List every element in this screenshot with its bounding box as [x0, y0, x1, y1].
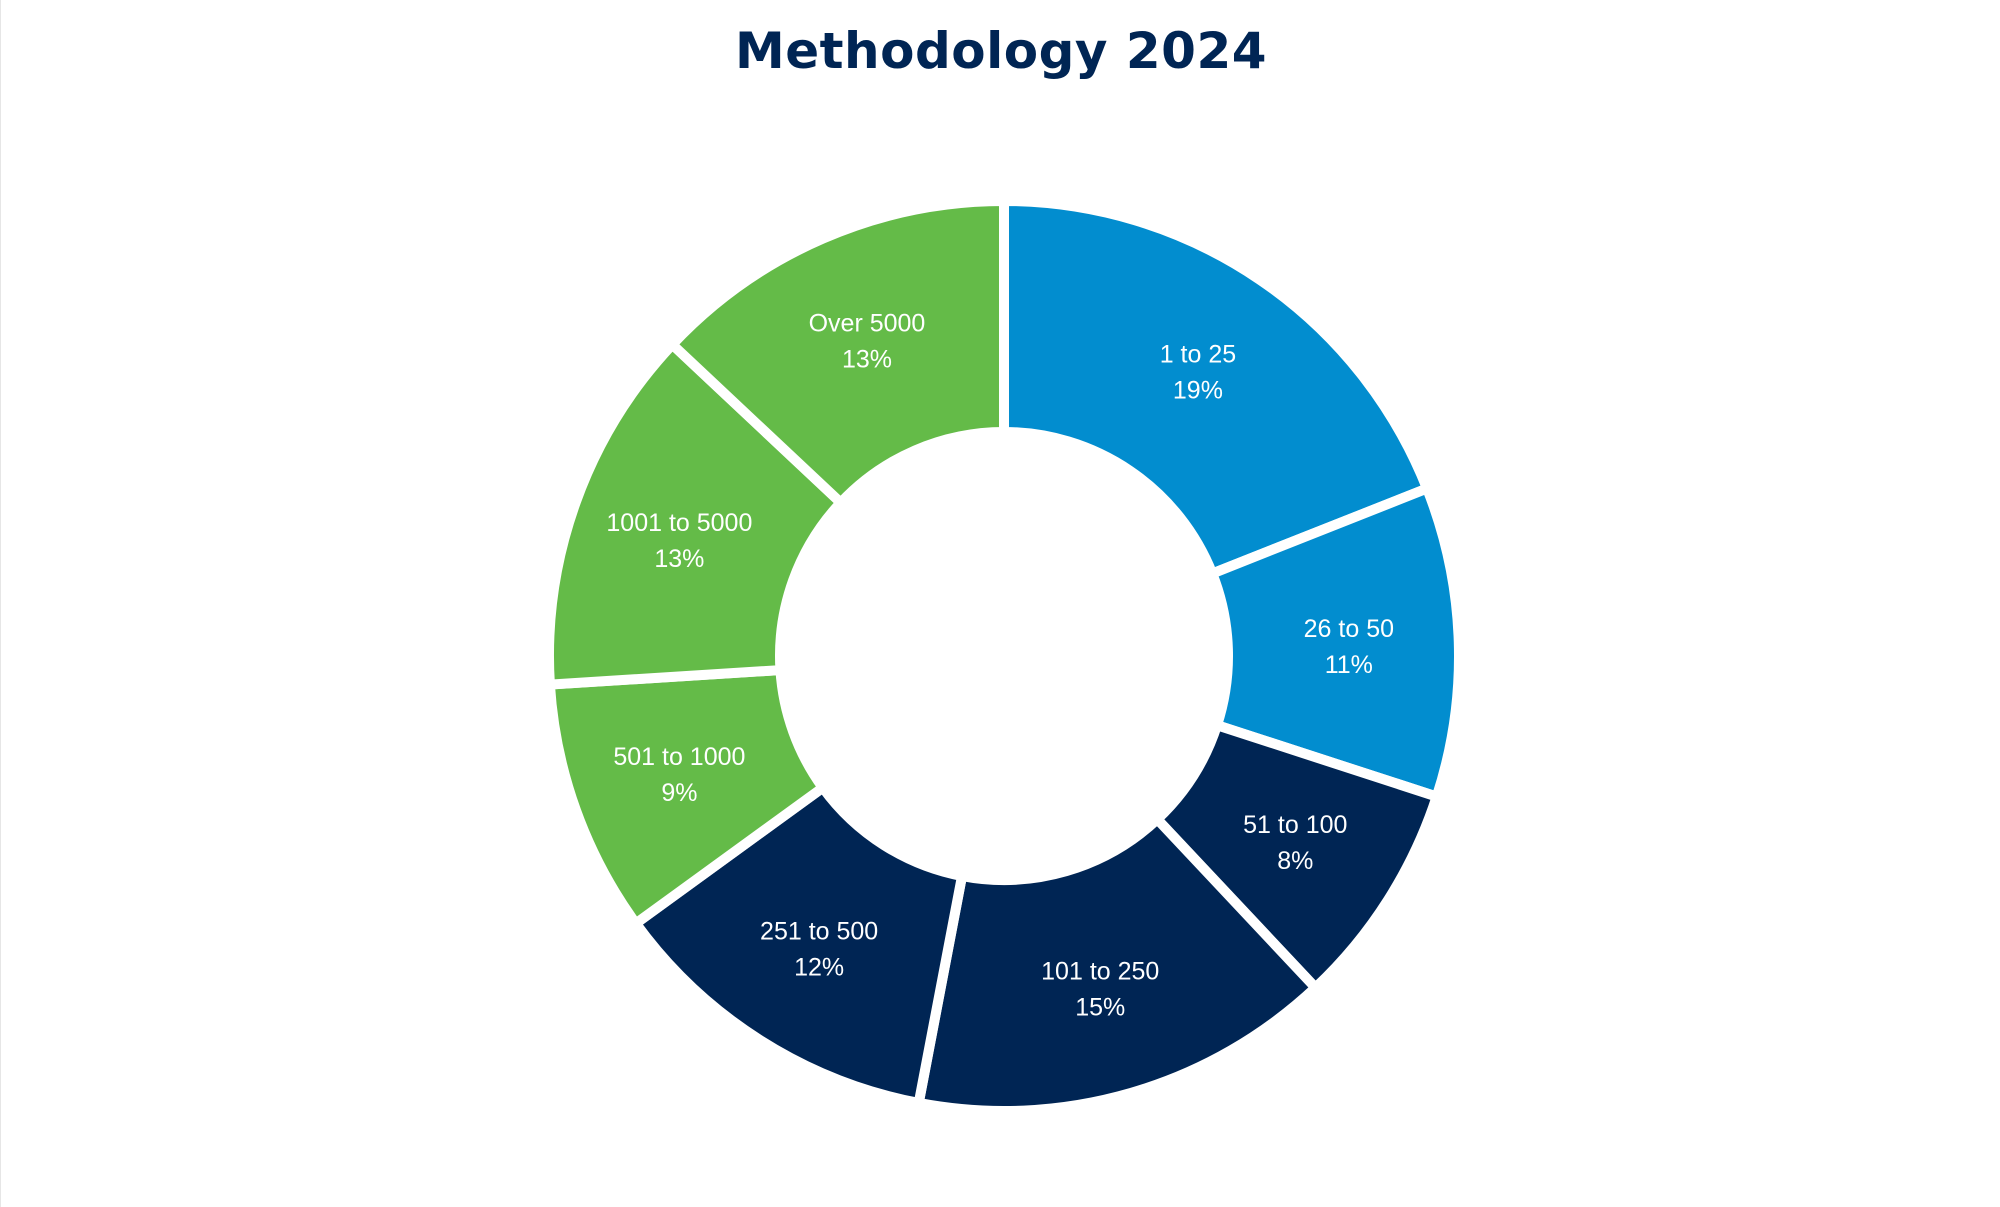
- slice-category-label: 101 to 250: [1041, 957, 1159, 985]
- slice-value-label: 13%: [654, 545, 704, 573]
- slice-value-label: 9%: [661, 779, 697, 807]
- slice-category-label: 1001 to 5000: [606, 509, 752, 537]
- donut-slice-0: [999, 195, 1434, 581]
- slice-value-label: 15%: [1075, 993, 1125, 1021]
- slice-value-label: 19%: [1173, 377, 1223, 405]
- slice-category-label: 51 to 100: [1243, 811, 1347, 839]
- slice-value-label: 11%: [1325, 651, 1373, 679]
- donut-slice-7: [665, 195, 1009, 510]
- slice-value-label: 12%: [794, 953, 844, 981]
- slice-value-label: 13%: [842, 345, 892, 373]
- slice-category-label: 26 to 50: [1304, 615, 1394, 643]
- slice-category-label: 501 to 1000: [613, 743, 745, 771]
- donut-slice-1: [1205, 482, 1464, 803]
- donut-slice-6: [544, 337, 848, 690]
- slice-value-label: 8%: [1277, 847, 1313, 875]
- slice-category-label: 1 to 25: [1160, 341, 1236, 369]
- slice-category-label: Over 5000: [809, 309, 926, 337]
- donut-slice-3: [912, 812, 1323, 1116]
- chart-title: Methodology 2024: [734, 22, 1268, 80]
- slice-category-label: 251 to 500: [760, 917, 878, 945]
